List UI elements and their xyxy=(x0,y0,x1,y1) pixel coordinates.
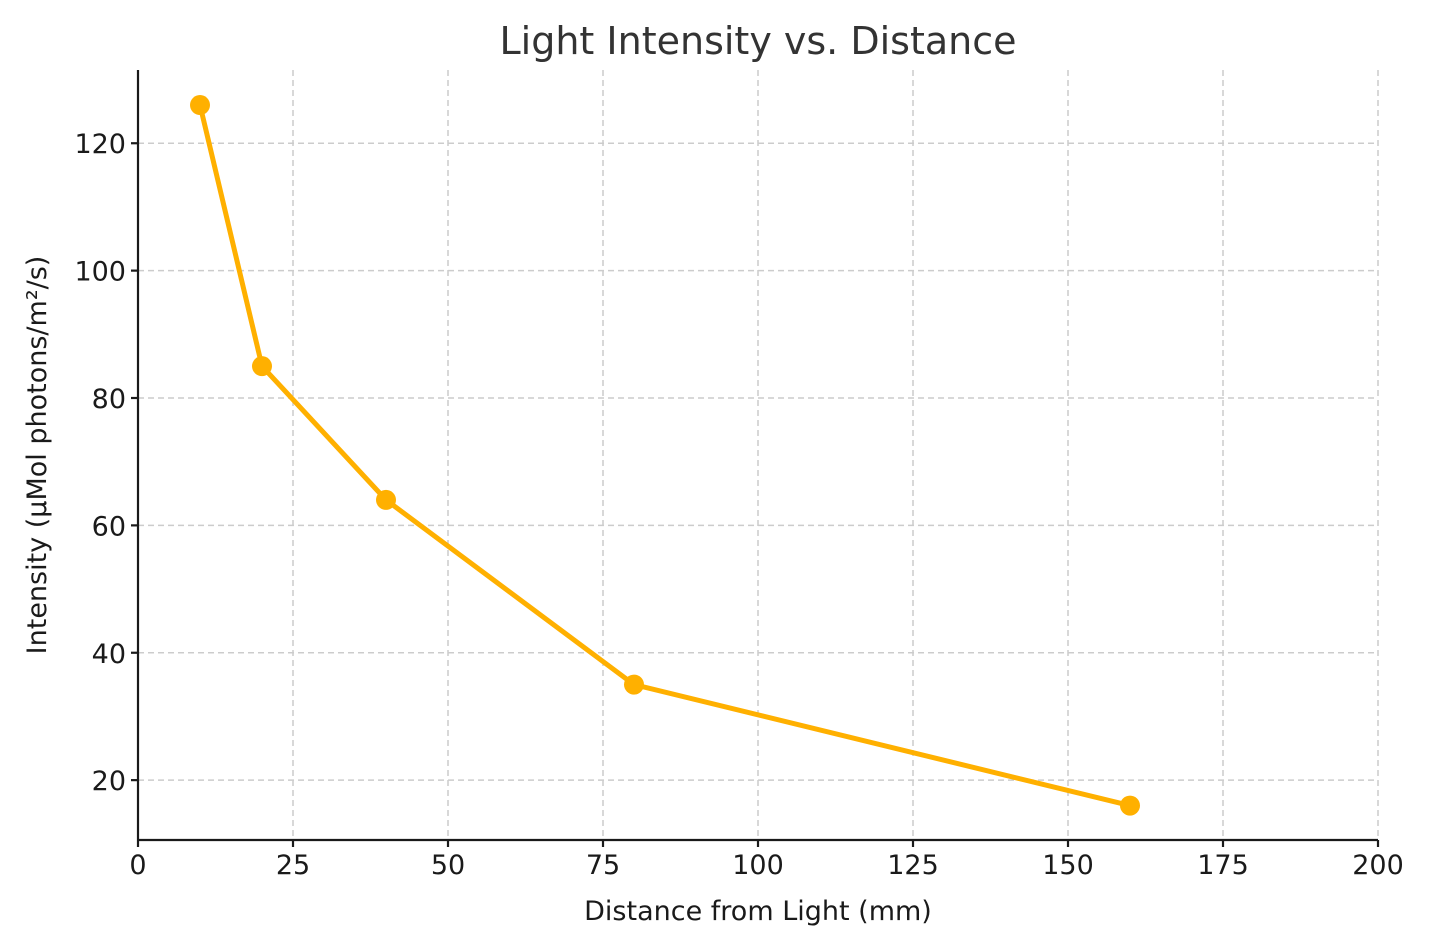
x-tick-label: 0 xyxy=(129,850,146,881)
x-tick-label: 150 xyxy=(1042,850,1094,881)
data-point xyxy=(376,489,396,510)
y-tick-label: 80 xyxy=(92,384,126,415)
x-tick-label: 25 xyxy=(276,850,310,881)
chart-title: Light Intensity vs. Distance xyxy=(500,19,1017,63)
x-tick-label: 100 xyxy=(732,850,784,881)
y-tick-label: 120 xyxy=(74,129,126,160)
series-layer xyxy=(190,95,1140,816)
y-axis-label: Intensity (µMol photons/m²/s) xyxy=(22,256,53,655)
x-tick-label: 75 xyxy=(586,850,620,881)
y-tick-label: 20 xyxy=(92,766,126,797)
x-axis-label: Distance from Light (mm) xyxy=(584,896,932,927)
data-point xyxy=(190,95,210,116)
grid-lines xyxy=(137,70,1379,840)
y-tick-label: 100 xyxy=(74,257,126,288)
y-tick-label: 40 xyxy=(92,639,126,670)
data-point xyxy=(252,356,272,377)
series-line xyxy=(197,104,1131,809)
x-tick-label: 50 xyxy=(431,850,465,881)
y-axis-ticks: 20 40 60 80 100 120 xyxy=(74,129,138,797)
data-point xyxy=(624,674,644,695)
y-tick-label: 60 xyxy=(92,511,126,542)
x-tick-label: 200 xyxy=(1352,850,1404,881)
x-tick-label: 125 xyxy=(887,850,939,881)
x-axis-ticks: 0 25 50 75 100 125 150 175 200 xyxy=(129,840,1404,881)
data-point xyxy=(1120,795,1140,816)
x-tick-label: 175 xyxy=(1197,850,1249,881)
